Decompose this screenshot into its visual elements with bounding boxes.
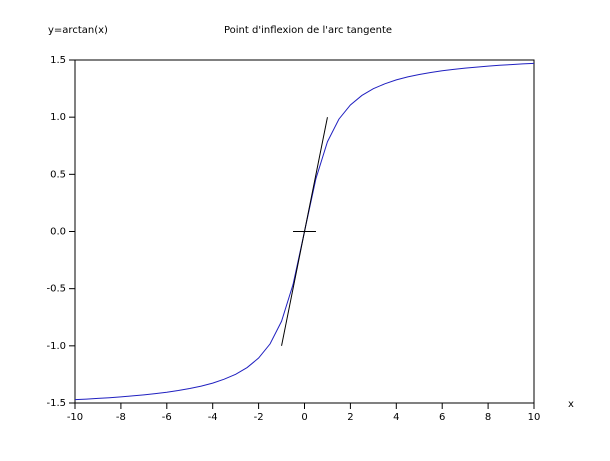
y-tick-label: 0.0 [50,227,66,238]
y-tick-label: -1.0 [46,341,66,352]
x-tick-label: -6 [162,412,172,423]
x-tick-label: 2 [347,412,353,423]
x-tick-label: 8 [485,412,491,423]
x-tick-label: 10 [528,412,541,423]
y-tick-label: -0.5 [46,284,66,295]
x-axis-label: x [568,399,574,410]
y-tick-label: 1.5 [50,55,66,66]
y-tick-label: 0.5 [50,169,66,180]
x-tick-label: -4 [208,412,218,423]
y-axis-label: y=arctan(x) [48,25,108,36]
x-tick-label: 0 [301,412,307,423]
x-tick-label: 6 [439,412,445,423]
chart-title: Point d'inflexion de l'arc tangente [224,25,392,36]
x-tick-label: -8 [116,412,126,423]
x-tick-label: 4 [393,412,399,423]
y-tick-label: -1.5 [46,398,66,409]
x-tick-label: -10 [67,412,83,423]
x-tick-label: -2 [254,412,264,423]
y-tick-label: 1.0 [50,112,66,123]
